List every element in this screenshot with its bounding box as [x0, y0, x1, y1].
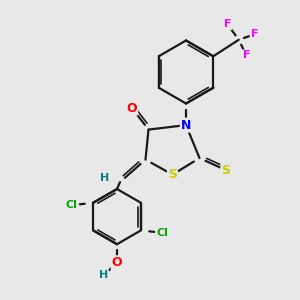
Text: S: S — [221, 164, 230, 177]
Text: Cl: Cl — [157, 228, 168, 238]
Text: O: O — [112, 256, 122, 269]
Text: F: F — [242, 50, 250, 60]
Text: H: H — [99, 270, 108, 280]
Text: H: H — [100, 172, 109, 183]
Text: S: S — [168, 168, 177, 181]
Text: Cl: Cl — [66, 200, 77, 210]
Text: N: N — [181, 118, 191, 132]
Text: O: O — [127, 101, 137, 115]
Text: F: F — [250, 29, 258, 39]
Text: F: F — [224, 19, 231, 29]
